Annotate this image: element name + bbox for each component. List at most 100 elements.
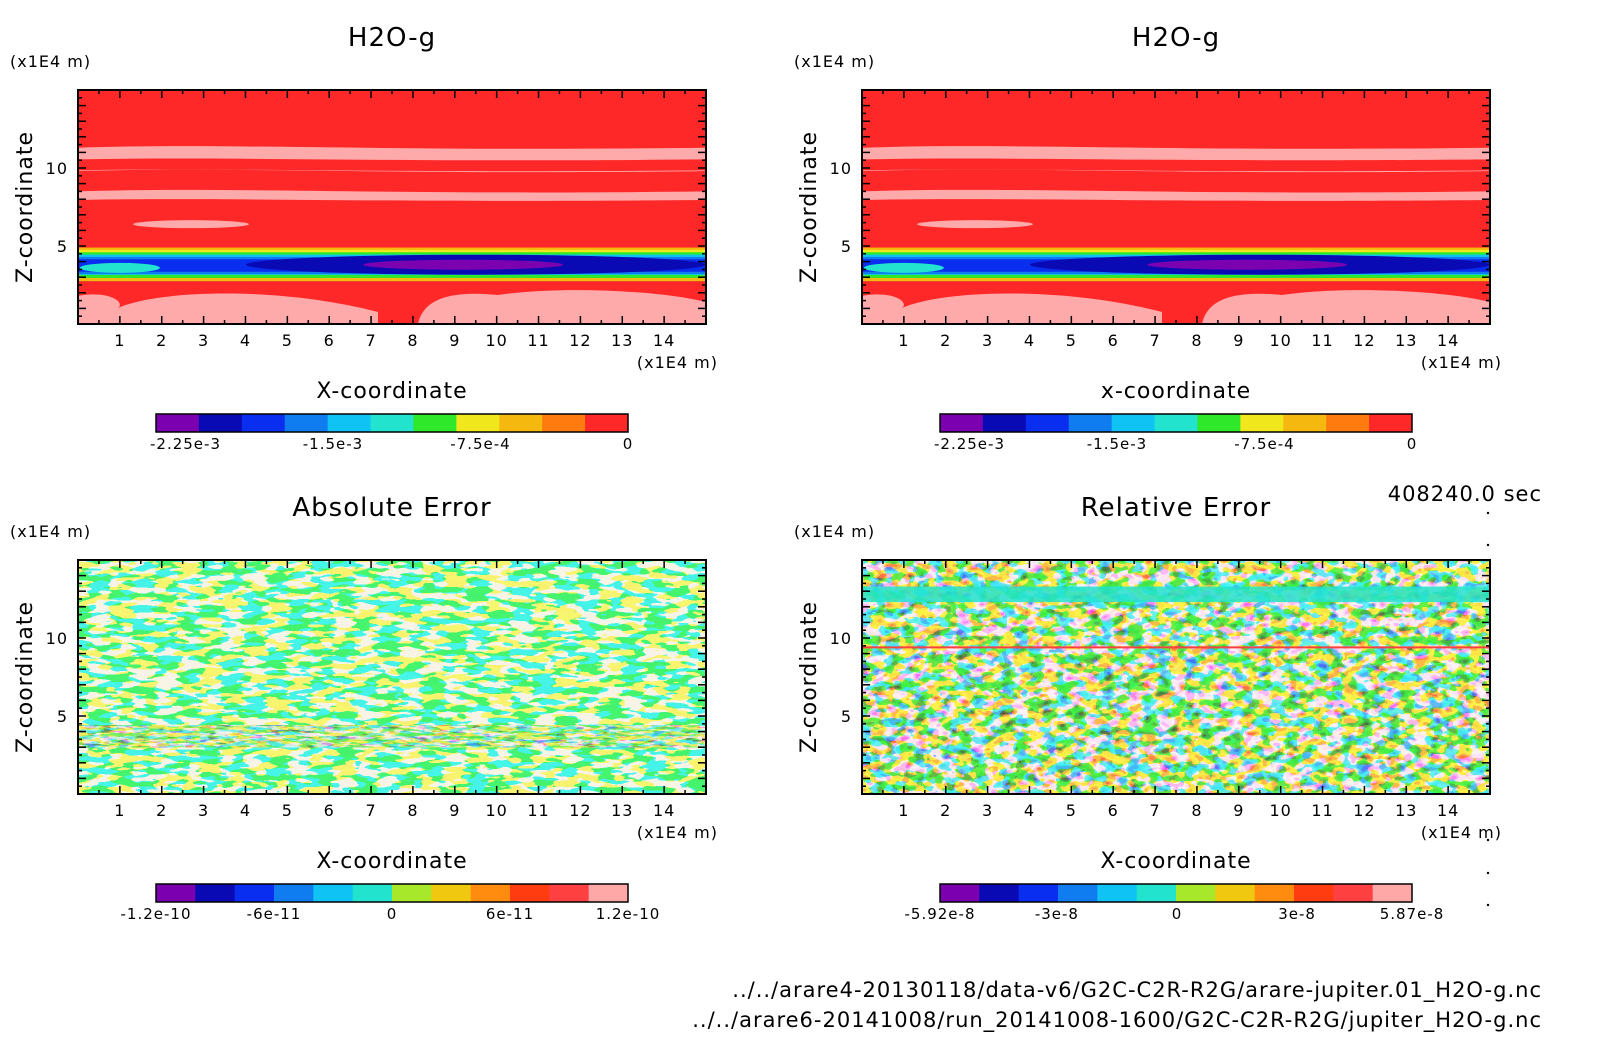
x-tick-label: 2 [940, 331, 951, 350]
colorbar-swatch [327, 414, 372, 432]
colorbar-swatch [198, 414, 243, 432]
x-tick-label: 12 [569, 331, 591, 350]
colorbar-swatch [1136, 884, 1177, 902]
colorbar-label: -1.5e-3 [303, 435, 363, 453]
x-tick-label: 13 [611, 331, 633, 350]
colorbar-label: 0 [623, 435, 634, 453]
colorbar-swatch [470, 884, 511, 902]
chart-title: H2O-g [348, 23, 436, 53]
light-lobe [862, 293, 1162, 324]
colorbar-swatch [1197, 414, 1241, 432]
colorbar: -1.2e-10 -6e-11 0 6e-11 1.2e-10 [121, 883, 661, 923]
x-tick-label: 7 [1149, 801, 1160, 820]
colorbar-swatch [1369, 414, 1413, 432]
chart-title: Relative Error [1081, 493, 1272, 523]
x-tick-label: 14 [1437, 801, 1459, 820]
colorbar-swatch [274, 884, 314, 902]
heatmap-field [862, 90, 1490, 324]
colorbar-swatch [1176, 884, 1216, 902]
x-tick-label: 8 [407, 801, 418, 820]
trough-band [862, 274, 1490, 282]
x-tick-label: 12 [1353, 801, 1375, 820]
x-tick-label: 1 [898, 801, 909, 820]
y-tick-label: 10 [830, 159, 852, 178]
x-tick-label: 7 [1149, 331, 1160, 350]
colorbar-swatch [413, 414, 457, 432]
colorbar-swatch [156, 884, 196, 902]
colorbar-swatch [1025, 414, 1070, 432]
field-background [862, 90, 1490, 324]
x-tick-label: 12 [1353, 331, 1375, 350]
colorbar-swatch [1215, 884, 1256, 902]
edge-dot [1486, 511, 1490, 515]
colorbar-swatch [431, 884, 472, 902]
x-tick-label: 11 [1311, 801, 1333, 820]
noise-strip [78, 725, 706, 748]
colorbar-swatch [1240, 414, 1284, 432]
colorbar: -5.92e-8 -3e-8 0 3e-8 5.87e-8 [905, 883, 1445, 923]
x-tick-label: 9 [1233, 331, 1244, 350]
x-axis-label: X-coordinate [316, 849, 467, 874]
edge-dot [1486, 903, 1490, 907]
colorbar-frame [939, 413, 1413, 433]
colorbar-swatch [982, 414, 1027, 432]
trough-band [862, 277, 1490, 282]
x-tick-label: 10 [485, 801, 507, 820]
x-tick-label: 3 [198, 331, 209, 350]
colorbar-frame [155, 883, 629, 903]
x-tick-label: 14 [653, 801, 675, 820]
x-tick-label: 6 [1108, 331, 1119, 350]
colorbar-label: 5.87e-8 [1380, 905, 1445, 923]
source-file-2: ../../arare6-20141008/run_20141008-1600/… [692, 1008, 1542, 1032]
y-tick-label: 10 [830, 629, 852, 648]
colorbar-swatch [585, 414, 629, 432]
x-tick-label: 8 [1191, 801, 1202, 820]
colorbar-frame [155, 413, 629, 433]
x-tick-label: 8 [407, 331, 418, 350]
colorbar-swatch [499, 414, 543, 432]
simulation-time: 408240.0 sec [1387, 482, 1542, 506]
source-file-1: ../../arare4-20130118/data-v6/G2C-C2R-R2… [732, 978, 1542, 1002]
light-lobe [1202, 290, 1490, 324]
colorbar-label: 3e-8 [1278, 905, 1316, 923]
colorbar-swatch [1111, 414, 1156, 432]
y-tick-label: 10 [46, 159, 68, 178]
y-axis-label: Z-coordinate [13, 601, 38, 753]
x-tick-label: 9 [449, 801, 460, 820]
light-lobe [78, 293, 378, 324]
field-background [78, 90, 706, 324]
colorbar-swatch [313, 884, 354, 902]
colorbar-label: 1.2e-10 [596, 905, 661, 923]
x-tick-label: 7 [365, 801, 376, 820]
calm-band [862, 586, 1490, 603]
colorbar: -2.25e-3 -1.5e-3 -7.5e-4 0 [150, 413, 634, 453]
x-tick-label: 5 [282, 331, 293, 350]
colorbar-swatch [940, 414, 984, 432]
x-tick-label: 1 [898, 331, 909, 350]
colorbar-label: -5.92e-8 [905, 905, 976, 923]
x-unit-label: (x1E4 m) [1421, 353, 1502, 372]
chart-title: H2O-g [1132, 23, 1220, 53]
colorbar-label: -2.25e-3 [934, 435, 1005, 453]
colorbar-swatch [156, 414, 200, 432]
x-tick-label: 1 [114, 801, 125, 820]
panel-rel-error: Relative Error(x1E4 m)1 2 3 4 5 6 7 8 9 10 11 12 13 1… [794, 493, 1501, 923]
colorbar-label: -3e-8 [1035, 905, 1079, 923]
light-band [862, 169, 1490, 173]
x-tick-label: 13 [1395, 801, 1417, 820]
panel-h2o-left: H2O-g(x1E4 m)1 2 3 4 5 6 7 8 9 10 11 12 13 14510(x1E4… [10, 23, 718, 453]
x-tick-label: 11 [1311, 331, 1333, 350]
colorbar-label: -1.2e-10 [121, 905, 192, 923]
colorbar-label: 0 [1407, 435, 1418, 453]
y-unit-label: (x1E4 m) [794, 52, 875, 71]
colorbar-swatch [1068, 414, 1113, 432]
colorbar-swatch [234, 884, 275, 902]
light-band [862, 146, 1490, 161]
x-unit-label: (x1E4 m) [637, 823, 718, 842]
x-tick-label: 8 [1191, 331, 1202, 350]
x-tick-label: 14 [653, 331, 675, 350]
x-tick-label: 4 [240, 331, 251, 350]
x-unit-label: (x1E4 m) [637, 353, 718, 372]
colorbar-label: -7.5e-4 [450, 435, 510, 453]
x-tick-label: 4 [1024, 801, 1035, 820]
